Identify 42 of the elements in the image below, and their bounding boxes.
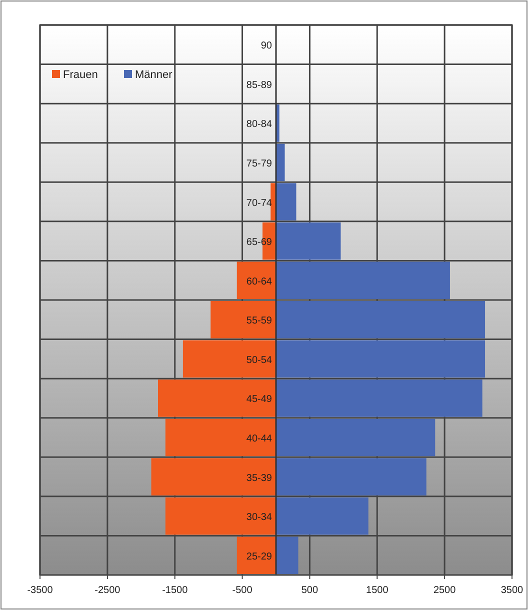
y-tick-label: 45-49 bbox=[246, 394, 272, 406]
legend-label: Männer bbox=[135, 69, 173, 81]
bar bbox=[210, 301, 276, 338]
y-tick-label: 55-59 bbox=[246, 316, 272, 327]
bar bbox=[236, 262, 276, 299]
bar bbox=[276, 222, 341, 260]
x-tick-label: 1500 bbox=[366, 585, 389, 596]
x-tick-label: 2500 bbox=[433, 585, 456, 596]
bar bbox=[151, 458, 276, 496]
bar bbox=[276, 262, 450, 299]
bar bbox=[276, 458, 426, 496]
x-tick-label: 500 bbox=[301, 585, 318, 596]
bar bbox=[270, 183, 276, 220]
y-tick-label: 60-64 bbox=[246, 276, 272, 288]
bar bbox=[236, 536, 276, 574]
bar bbox=[276, 340, 486, 378]
y-tick-label: 40-44 bbox=[246, 434, 272, 444]
bar bbox=[165, 497, 276, 535]
bar bbox=[165, 418, 276, 456]
y-tick-label: 30-34 bbox=[246, 512, 272, 524]
bar bbox=[276, 536, 298, 574]
bar bbox=[276, 497, 368, 535]
bar bbox=[276, 301, 486, 338]
x-tick-label: -2500 bbox=[94, 585, 121, 596]
bar bbox=[276, 183, 296, 220]
bar bbox=[276, 380, 482, 417]
y-tick-label: 25-29 bbox=[246, 551, 272, 562]
y-tick-label: 75-79 bbox=[246, 158, 272, 170]
y-tick-label: 85-89 bbox=[246, 80, 272, 91]
x-tick-label: -3500 bbox=[27, 585, 54, 596]
x-tick-label: -500 bbox=[232, 585, 253, 596]
bar bbox=[158, 380, 276, 417]
y-tick-label: 90 bbox=[260, 40, 272, 52]
bar bbox=[182, 340, 276, 378]
y-tick-label: 50-54 bbox=[246, 354, 272, 366]
x-tick-label: 3500 bbox=[500, 585, 524, 596]
y-tick-label: 35-39 bbox=[246, 472, 272, 484]
legend-label: Frauen bbox=[63, 69, 98, 81]
y-tick-label: 80-84 bbox=[246, 119, 272, 130]
bar bbox=[276, 418, 436, 456]
bar bbox=[276, 144, 285, 182]
x-tick-label: -1500 bbox=[162, 585, 188, 596]
